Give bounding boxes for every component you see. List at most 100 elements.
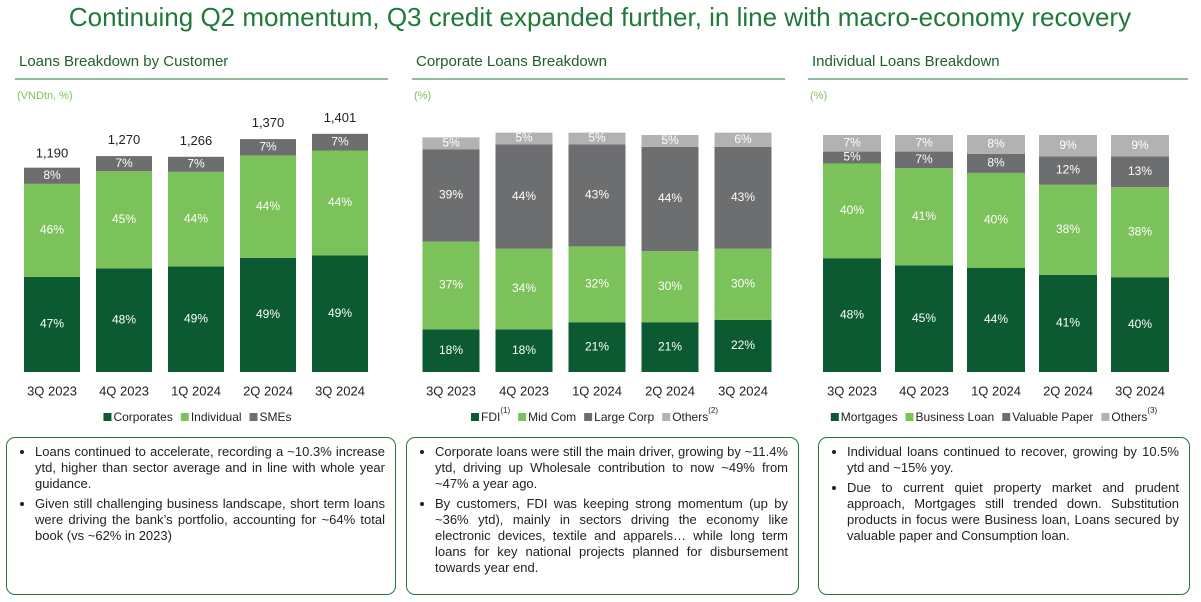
segment-label: 12% [1056,163,1080,177]
legend-footnote: (1) [500,406,510,415]
bar-segment [823,163,881,259]
legend-swatch [584,413,593,421]
subtitle: (VNDtn, %) [17,90,73,102]
segment-label: 9% [1059,138,1077,152]
bar-segment [495,144,553,249]
segment-label: 18% [512,343,536,357]
legend-swatch [1101,413,1110,421]
segment-label: 38% [1056,222,1080,236]
bar-segment [240,155,296,258]
segment-label: 38% [1128,224,1152,238]
bar-segment [714,319,772,372]
segment-label: 44% [512,189,536,203]
legend-label: SMEs [260,410,292,424]
segment-label: 43% [585,188,609,202]
note: By customers, FDI was keeping strong mom… [435,496,788,576]
legend-label: Corporates [113,410,172,424]
x-tick-label: 4Q 2023 [99,383,149,398]
notes-list: Corporate loans were still the main driv… [417,444,788,576]
note: Given still challenging business landsca… [35,496,385,544]
segment-label: 5% [515,131,533,145]
segment-label: 44% [256,199,280,213]
legend-swatch [1002,413,1011,421]
bar-segment [1039,135,1097,157]
bar-segment [96,171,152,269]
bar-segment [714,146,772,249]
segment-label: 7% [915,152,933,166]
bar-segment [96,156,152,172]
bar-segment [823,151,881,164]
legend-swatch [830,413,839,421]
bar-segment [422,241,480,330]
legend: Mortgages Business Loan Valuable Paper Othe… [830,406,1158,424]
legend-swatch [518,413,527,421]
bar-segment [24,276,80,372]
chart-title: Loans Breakdown by Customer [19,53,228,70]
bar-segment [495,329,553,372]
x-tick-label: 3Q 2023 [426,383,476,398]
bar-segment [823,135,881,152]
notes-box: Corporate loans were still the main driv… [406,437,799,595]
bar-segment [641,135,699,147]
segment-label: 7% [259,139,277,153]
bar-segment [24,167,80,184]
legend: Corporates Individual SMEs [103,410,292,424]
legend-swatch [662,413,671,421]
segment-label: 8% [987,137,1005,151]
segment-label: 7% [187,156,205,170]
x-tick-label: 1Q 2024 [171,383,221,398]
segment-label: 22% [731,338,755,352]
bar-segment [714,132,772,147]
segment-label: 40% [984,212,1008,226]
segment-label: 49% [256,307,280,321]
bar-segment [312,255,368,372]
legend-swatch [905,413,914,421]
segment-label: 41% [912,209,936,223]
segment-label: 34% [512,281,536,295]
segment-label: 5% [843,150,861,164]
segment-label: 45% [112,212,136,226]
bar-segment [641,322,699,372]
bar-segment [1111,156,1169,188]
segment-label: 7% [331,134,349,148]
subtitle: (%) [810,90,827,102]
legend-label: Large Corp [594,410,654,424]
note: Due to current quiet property market and… [847,480,1179,544]
segment-label: 37% [439,278,463,292]
bar-segment [168,266,224,372]
notes-list: Individual loans continued to recover, g… [829,444,1179,544]
bar-segment [168,171,224,267]
bar-segment [1111,187,1169,278]
legend: FDI (1) Mid Com Large Corp Others (2) [471,406,718,424]
bar-segment [967,267,1025,372]
segment-label: 44% [984,312,1008,326]
subtitle: (%) [414,90,431,102]
note: Corporate loans were still the main driv… [435,444,788,492]
segment-label: 46% [40,223,64,237]
legend-swatch [103,413,112,421]
bar-segment [1039,274,1097,372]
segment-label: 49% [184,311,208,325]
legend-swatch [180,413,189,421]
notes-box: Individual loans continued to recover, g… [818,437,1190,595]
segment-label: 41% [1056,316,1080,330]
bar-segment [641,146,699,252]
bar-segment [568,132,626,145]
bar-segment [1039,156,1097,185]
segment-label: 44% [328,195,352,209]
x-tick-label: 4Q 2023 [499,383,549,398]
bar-segment [895,168,953,266]
x-tick-label: 1Q 2024 [971,383,1021,398]
bar-segment [312,150,368,256]
legend-label: Mortgages [841,410,898,424]
bar-segment [312,133,368,151]
legend-label: Individual [191,410,242,424]
segment-label: 40% [840,203,864,217]
segment-label: 13% [1128,164,1152,178]
bar-segment [24,183,80,277]
segment-label: 7% [915,135,933,149]
bar-segment [568,246,626,323]
bar-segment [967,172,1025,268]
bar-segment [422,329,480,372]
